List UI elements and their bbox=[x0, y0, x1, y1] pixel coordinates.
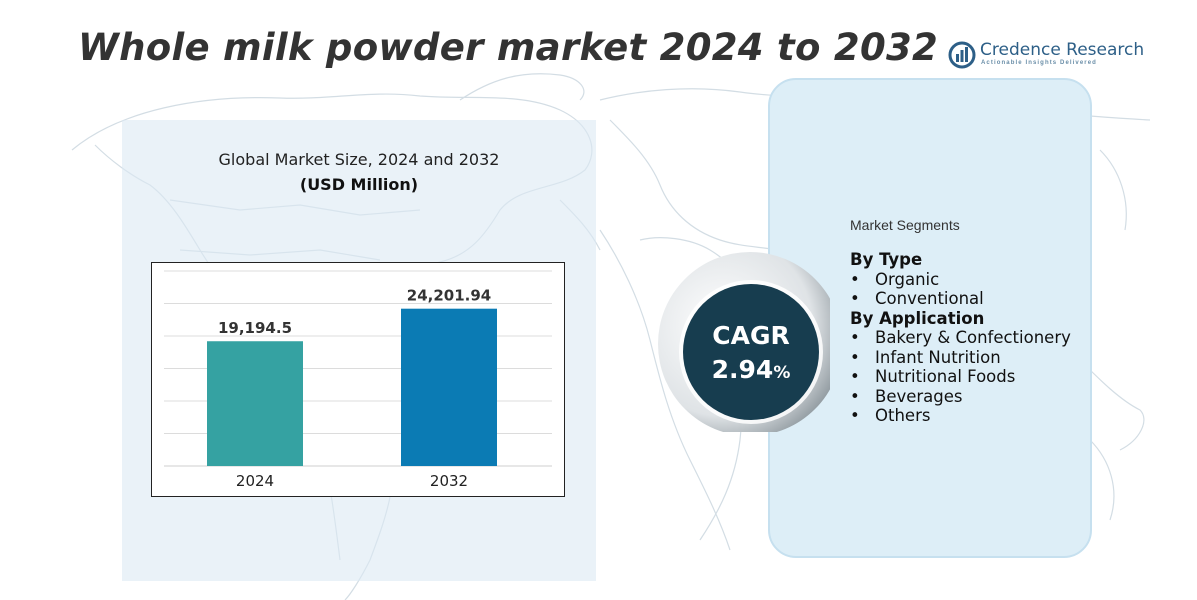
cagr-value: 2.94 bbox=[712, 355, 774, 384]
segment-item: Conventional bbox=[850, 289, 1071, 309]
cagr-value-line: 2.94% bbox=[712, 355, 791, 384]
segment-item: Infant Nutrition bbox=[850, 348, 1071, 368]
data-label-2032: 24,201.94 bbox=[407, 287, 491, 305]
page-title: Whole milk powder market 2024 to 2032 bbox=[78, 26, 939, 69]
x-tick-label-2032: 2032 bbox=[430, 472, 468, 490]
segment-item: Others bbox=[850, 406, 1071, 426]
logo-icon bbox=[948, 41, 976, 69]
bar-2032 bbox=[401, 308, 497, 466]
cagr-unit: % bbox=[773, 363, 790, 383]
cagr-circle bbox=[683, 284, 819, 420]
cagr-badge: CAGR 2.94% bbox=[658, 252, 830, 432]
segment-group-type: By Type bbox=[850, 250, 923, 269]
segment-item: Beverages bbox=[850, 387, 1071, 407]
credence-research-logo: Credence Research Actionable Insights De… bbox=[948, 38, 1144, 74]
bars: 19,194.5 2024 24,201.94 2032 bbox=[207, 287, 497, 490]
logo-tagline: Actionable Insights Delivered bbox=[981, 60, 1097, 66]
segment-item: Organic bbox=[850, 270, 1071, 290]
x-tick-label-2024: 2024 bbox=[236, 472, 274, 490]
data-label-2024: 19,194.5 bbox=[218, 319, 292, 337]
segment-group-application: By Application bbox=[850, 308, 985, 328]
segments-title: Market Segments bbox=[850, 217, 960, 233]
bar-chart: 19,194.5 2024 24,201.94 2032 bbox=[151, 262, 565, 497]
bar-2024 bbox=[207, 341, 303, 466]
segment-item: Bakery & Confectionery bbox=[850, 328, 1071, 348]
bar-chart-svg: 19,194.5 2024 24,201.94 2032 bbox=[164, 270, 552, 490]
cagr-label: CAGR bbox=[712, 321, 789, 350]
chart-title: Global Market Size, 2024 and 2032 bbox=[218, 150, 500, 169]
logo-name: Credence Research bbox=[980, 40, 1145, 60]
segment-item: Nutritional Foods bbox=[850, 367, 1071, 387]
segments-list: By Type Organic Conventional By Applicat… bbox=[850, 250, 1071, 426]
chart-subtitle: (USD Million) bbox=[299, 175, 419, 194]
